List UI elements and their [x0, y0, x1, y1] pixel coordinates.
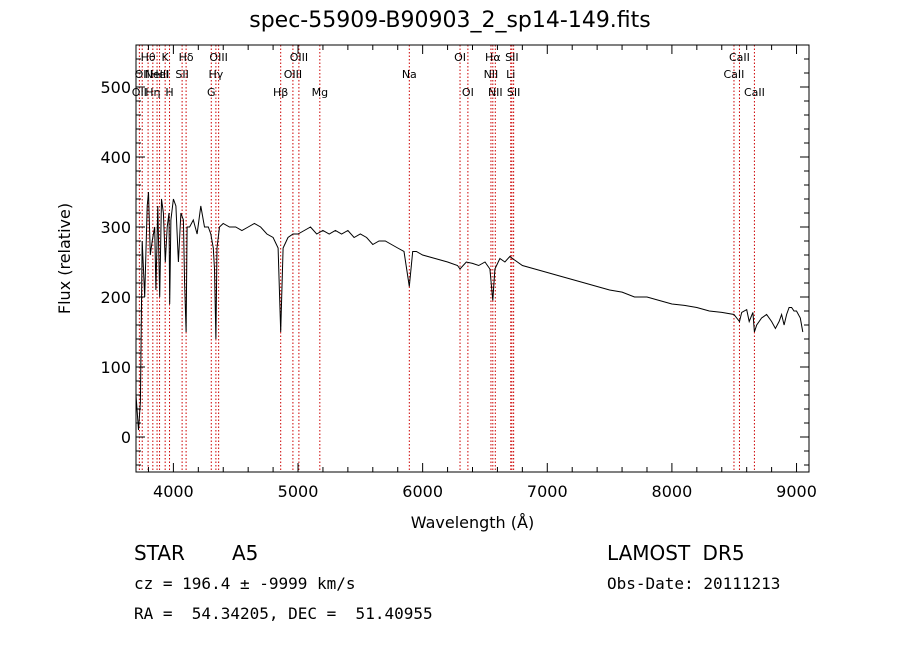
x-tick-label: 4000 [153, 482, 194, 501]
spectral-line-label: Na [402, 68, 417, 81]
redshift-line: cz = 196.4 ± -9999 km/s [134, 574, 356, 593]
spectral-line-label: Li [506, 68, 515, 81]
ra-dec: RA = 54.34205, DEC = 51.40955 [134, 604, 433, 623]
spectral-line-label: HeI [150, 68, 168, 81]
spectral-line-label: K [162, 51, 170, 64]
spectral-line-label: G [207, 86, 216, 99]
x-axis: 4000 5000 6000 7000 8000 9000 [147, 45, 817, 501]
object-class: STAR [134, 541, 185, 565]
spectral-line-label: CaII [744, 86, 765, 99]
flux-series-line [135, 191, 804, 431]
spectral-line-label: NeIII [145, 68, 170, 81]
y-axis-label: Flux (relative) [55, 203, 74, 314]
x-tick-label: 8000 [652, 482, 693, 501]
plot-frame [135, 44, 810, 473]
spectral-line-label: Hγ [208, 68, 223, 81]
spectral-line-label: Hη [145, 86, 160, 99]
spectral-line-label: OIII [209, 51, 227, 64]
obs-date: Obs-Date: 20111213 [607, 574, 781, 593]
spectral-line-markers [138, 45, 755, 472]
spectral-line-label: OI [454, 51, 466, 64]
chart-title: spec-55909-B90903_2_sp14-149.fits [249, 8, 651, 33]
spectral-line-label: Mg [312, 86, 328, 99]
spectral-line-label: SII [175, 68, 188, 81]
spectral-line-label: Hα [485, 51, 501, 64]
y-tick-label: 100 [100, 358, 131, 377]
spectral-line-label: Hβ [273, 86, 288, 99]
y-tick-label: 400 [100, 148, 131, 167]
spectral-line-label: NII [484, 68, 499, 81]
x-tick-label: 9000 [776, 482, 817, 501]
spectral-line-label: OII [135, 68, 150, 81]
y-tick-label: 300 [100, 218, 131, 237]
y-tick-label: 200 [100, 288, 131, 307]
spectral-line-label: CaII [724, 68, 745, 81]
survey-name: LAMOST DR5 [607, 541, 745, 565]
spectral-line-label: NII [488, 86, 503, 99]
x-tick-label: 6000 [402, 482, 443, 501]
y-tick-label: 500 [100, 78, 131, 97]
x-tick-label: 7000 [527, 482, 568, 501]
y-tick-label: 0 [121, 428, 131, 447]
spectral-line-label: Hθ [141, 51, 156, 64]
spectral-line-label: H [165, 86, 173, 99]
spectral-line-label: SII [505, 51, 518, 64]
spectral-line-label: CaII [729, 51, 750, 64]
x-axis-label: Wavelength (Å) [411, 513, 534, 532]
x-tick-label: 5000 [278, 482, 319, 501]
spectral-line-label: Hδ [179, 51, 194, 64]
spectral-line-label: OIII [290, 51, 308, 64]
subclass: A5 [232, 541, 259, 565]
spectral-line-label: SII [507, 86, 520, 99]
spectral-line-label: OI [462, 86, 474, 99]
spectral-line-label: OIII [284, 68, 302, 81]
y-axis: 0 100 200 300 400 500 [100, 44, 809, 466]
spectral-line-labels: OIIOIIHθHηNeIIIHeIKHSIIHδGHγOIIIHβOIIIOI… [132, 51, 765, 99]
